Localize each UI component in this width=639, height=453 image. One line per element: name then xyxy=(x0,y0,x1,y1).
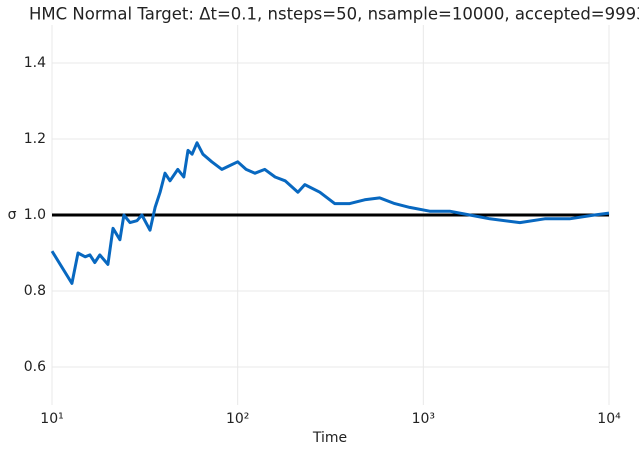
data-line xyxy=(50,141,610,285)
chart-title: HMC Normal Target: Δt=0.1, nsteps=50, ns… xyxy=(29,5,639,24)
y-tick-label: 1.2 xyxy=(24,131,46,147)
y-tick-label: 1.0 xyxy=(24,207,46,223)
y-tick-label: 0.6 xyxy=(24,359,46,375)
x-tick-label: 10² xyxy=(226,411,249,427)
x-tick-label: 10³ xyxy=(412,411,435,427)
x-tick-label: 10⁴ xyxy=(597,411,621,427)
y-tick-label: 0.8 xyxy=(24,283,46,299)
y-axis-label: σ xyxy=(8,207,17,223)
y-tick-label: 1.4 xyxy=(24,55,46,71)
x-tick-label: 10¹ xyxy=(40,411,63,427)
x-axis-label: Time xyxy=(312,430,347,446)
